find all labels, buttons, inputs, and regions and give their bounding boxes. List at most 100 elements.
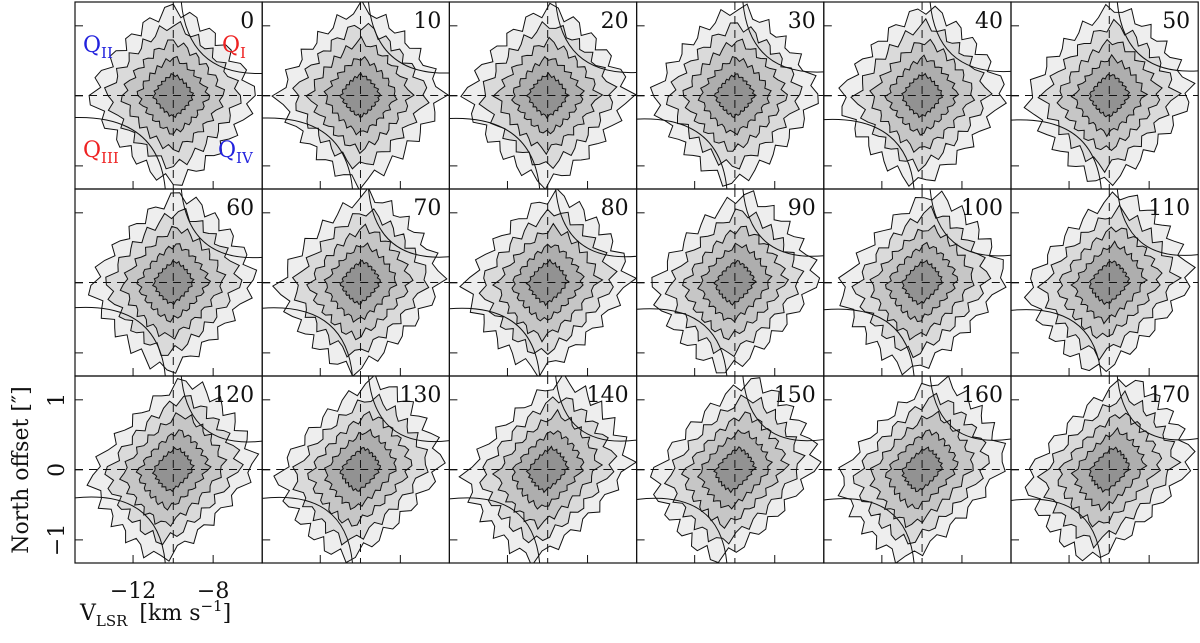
panel-content <box>823 2 1011 189</box>
panel: 110 <box>1010 188 1199 377</box>
curve <box>555 376 637 442</box>
panel-label: 130 <box>399 383 441 408</box>
quadrant-q: Q <box>83 33 101 58</box>
panel-label: 0 <box>240 9 254 34</box>
panel-label: 170 <box>1148 383 1190 408</box>
curve <box>262 117 353 189</box>
panel-label: 20 <box>601 9 629 34</box>
panel-content <box>75 2 263 189</box>
panel: −12 −8 1 0 −1 120 <box>45 375 263 604</box>
curve <box>636 118 728 189</box>
x-label-unit: [km s <box>139 601 200 626</box>
panel-content <box>823 189 1011 376</box>
quadrant-q: Q <box>218 138 236 163</box>
curve <box>449 497 541 563</box>
panel-label: 150 <box>774 383 816 408</box>
curve <box>1011 498 1102 563</box>
x-axis-label: VLSR [km s−1] <box>79 597 231 630</box>
x-label-main: V <box>79 601 97 626</box>
panel-frame <box>1010 375 1199 564</box>
quadrant-q: Q <box>222 33 240 58</box>
curve <box>180 376 263 443</box>
curve <box>449 307 541 376</box>
panel: 40 <box>823 1 1012 190</box>
curve <box>636 308 728 376</box>
y-axis-label: North offset [″] <box>9 386 34 553</box>
quadrant-sub: IV <box>236 149 254 167</box>
curve <box>742 376 824 442</box>
curve <box>1116 2 1199 72</box>
panel: 170 <box>1010 375 1199 564</box>
curve <box>929 376 1011 441</box>
curve <box>367 189 450 258</box>
panel-label: 40 <box>975 9 1003 34</box>
curve <box>75 496 166 563</box>
curve <box>1116 376 1199 441</box>
curve <box>742 2 824 73</box>
quadrant-sub: II <box>101 44 113 62</box>
panel-label: 100 <box>961 196 1003 221</box>
curve <box>1011 309 1102 376</box>
curve <box>75 306 166 376</box>
panel-label: 60 <box>226 196 254 221</box>
curve <box>742 189 824 257</box>
curve <box>180 189 263 259</box>
curve <box>929 2 1011 73</box>
panel-content <box>449 2 637 189</box>
panel-content <box>75 376 263 563</box>
x-label-close: ] <box>223 601 232 626</box>
quadrant-label: QI <box>222 33 246 62</box>
curve <box>636 497 728 563</box>
panel-content <box>262 189 450 376</box>
panel-content <box>449 189 637 376</box>
panel-content <box>1011 376 1199 563</box>
x-tick-label: −8 <box>197 579 229 604</box>
panel-content <box>823 376 1011 563</box>
panel: 30 <box>635 1 825 190</box>
panel: 50 <box>1010 1 1199 190</box>
panel-content <box>636 376 824 563</box>
panel-content <box>262 376 450 563</box>
panel-label: 120 <box>212 383 254 408</box>
quadrant-q: Q <box>83 138 101 163</box>
panel: 150 <box>635 375 825 564</box>
y-tick-label: 0 <box>45 463 70 477</box>
panel: 90 <box>635 188 825 377</box>
quadrant-label: QII <box>83 33 113 62</box>
curve <box>262 496 353 563</box>
quadrant-label: QIV <box>218 138 254 167</box>
curve <box>367 376 450 443</box>
panel-label: 10 <box>413 9 441 34</box>
panel-label: 80 <box>601 196 629 221</box>
panel: 130 <box>261 375 451 564</box>
panel-content <box>262 2 450 189</box>
curve <box>1116 189 1199 256</box>
curve <box>1011 119 1102 189</box>
curve <box>823 498 915 563</box>
panel-content <box>449 376 637 563</box>
panel: 20 <box>448 1 638 190</box>
curve <box>180 2 263 75</box>
y-tick-label: 1 <box>45 393 70 407</box>
curve <box>449 118 541 189</box>
curve <box>75 116 166 189</box>
panel-label: 160 <box>961 383 1003 408</box>
panel: 70 <box>261 188 451 377</box>
panel: 80 <box>448 188 638 377</box>
curve <box>555 2 637 73</box>
x-label-sup: −1 <box>200 597 222 615</box>
x-tick-label: −12 <box>110 579 156 604</box>
panel: 100 <box>823 188 1012 377</box>
panel-content <box>1011 189 1199 376</box>
y-tick-label: −1 <box>45 524 70 556</box>
panel-content <box>75 189 263 376</box>
panel: 60 <box>74 188 263 377</box>
curve <box>262 307 353 376</box>
curve <box>823 308 915 376</box>
panel-label: 70 <box>413 196 441 221</box>
panel-label: 140 <box>587 383 629 408</box>
curve <box>823 118 915 189</box>
panel: 140 <box>448 375 638 564</box>
